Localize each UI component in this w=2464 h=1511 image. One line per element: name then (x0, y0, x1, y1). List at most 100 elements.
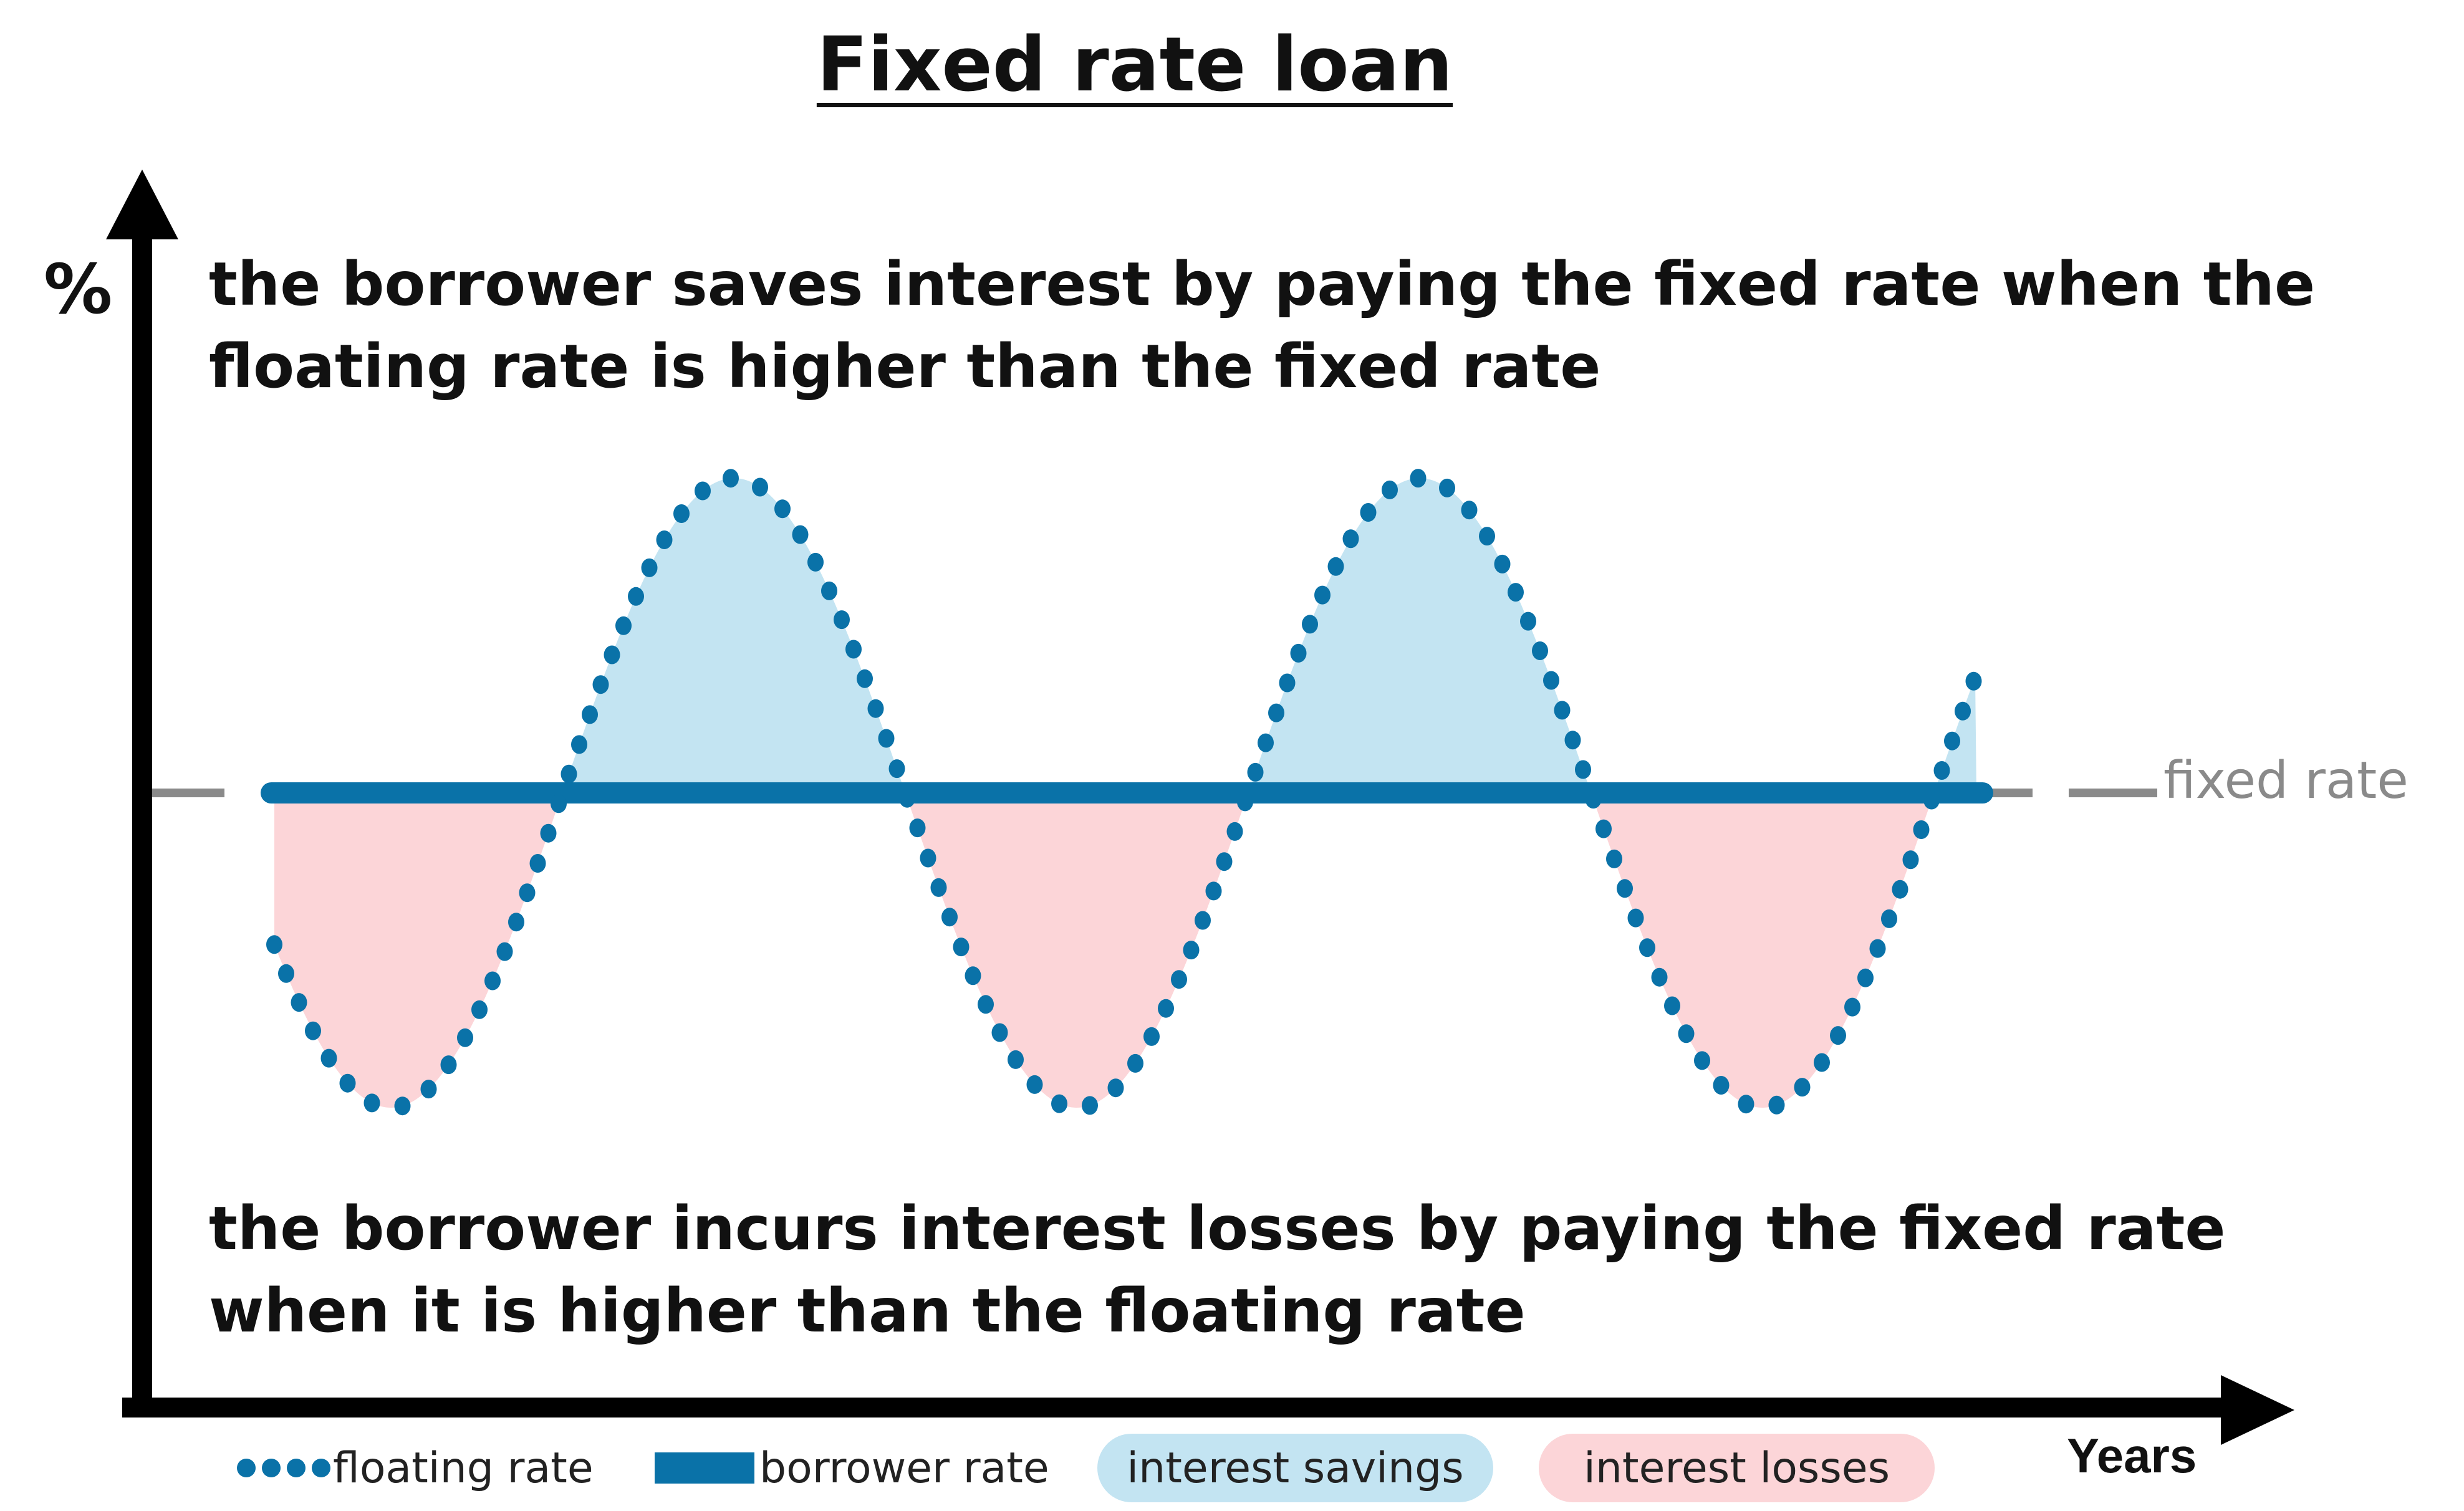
floating-rate-dot (1651, 967, 1668, 987)
floating-rate-dot (978, 995, 994, 1014)
floating-rate-dot (941, 908, 958, 927)
floating-rate-dot (420, 1080, 437, 1099)
floating-rate-dot (496, 942, 513, 961)
floating-rate-dot (363, 1093, 380, 1113)
floating-rate-dot (551, 794, 567, 813)
losses-explanation-line-1: the borrower incurs interest losses by p… (209, 1194, 2226, 1264)
floating-rate-dot (899, 789, 915, 808)
floating-rate-dot (1290, 643, 1307, 663)
floating-rate-dot (1532, 641, 1548, 660)
floating-rate-dot (1158, 999, 1174, 1018)
floating-rate-dot (1564, 731, 1581, 750)
floating-rate-dot (1844, 997, 1860, 1017)
floating-rate-dot (529, 854, 546, 873)
floating-rate-dot (1360, 503, 1377, 522)
floating-rate-dot (1051, 1094, 1067, 1113)
y-axis-label: % (44, 249, 113, 329)
floating-rate-dot (1268, 703, 1284, 722)
floating-rate-dot (991, 1023, 1008, 1042)
floating-rate-dot (1595, 819, 1612, 838)
floating-rate-dot (571, 735, 587, 754)
floating-rate-dot (339, 1073, 356, 1093)
floating-rate-dot (909, 818, 926, 838)
floating-rate-dot (752, 477, 768, 497)
floating-rate-dot (888, 759, 905, 779)
floating-rate-dot (1617, 879, 1633, 898)
legend-interest-savings: interest savings (1097, 1434, 1493, 1502)
interest-losses-area (907, 793, 1248, 1108)
floating-rate-dots (266, 469, 1982, 1116)
floating-rate-dot (278, 964, 294, 983)
floating-rate-dot (1258, 733, 1274, 752)
floating-rate-dot (1627, 908, 1644, 928)
floating-rate-dot (1713, 1076, 1730, 1095)
floating-rate-dot (1965, 671, 1982, 691)
floating-rate-dot (519, 883, 536, 903)
floating-rate-dot (1639, 938, 1655, 957)
floating-rate-dot (1410, 469, 1427, 488)
floating-rate-dot (628, 587, 644, 606)
floating-rate-dot (1302, 615, 1318, 634)
floating-rate-dot (953, 938, 970, 957)
floating-rate-dot (1923, 790, 1940, 810)
interest-losses-area (274, 793, 562, 1108)
savings-explanation: the borrower saves interest by paying th… (209, 243, 2315, 408)
floating-rate-dot (394, 1096, 411, 1116)
floating-rate-dot (1933, 761, 1950, 780)
floating-rate-dot (1664, 996, 1680, 1015)
floating-rate-dot (1439, 478, 1455, 497)
floating-rate-dot (1494, 554, 1511, 573)
floating-rate-dot (792, 525, 809, 544)
floating-rate-dot (1216, 852, 1233, 871)
floating-rate-dot (1944, 731, 1960, 751)
floating-rate-dot (1543, 671, 1559, 690)
floating-rate-dot (1382, 480, 1398, 499)
solid-bar-icon (655, 1452, 754, 1484)
floating-rate-dot (695, 481, 711, 501)
floating-rate-dot (1461, 501, 1478, 520)
legend-borrower-rate: borrower rate (655, 1434, 1049, 1502)
floating-rate-dot (1171, 970, 1187, 989)
x-axis-label: Years (2067, 1428, 2197, 1483)
floating-rate-dot (641, 558, 658, 577)
floating-rate-dot (1205, 881, 1222, 901)
floating-rate-dot (1342, 529, 1359, 549)
floating-rate-dot (320, 1048, 337, 1068)
floating-rate-dot (457, 1028, 473, 1047)
floating-rate-dot (1008, 1050, 1024, 1069)
diagram-title: Fixed rate loan (0, 22, 2269, 108)
floating-rate-dot (1913, 820, 1930, 839)
floating-rate-dot (1830, 1026, 1846, 1045)
legend-interest-losses-label: interest losses (1583, 1443, 1890, 1493)
floating-rate-dot (592, 675, 609, 694)
floating-rate-dot (484, 971, 501, 991)
floating-rate-dot (305, 1021, 321, 1040)
floating-rate-dot (1554, 701, 1571, 720)
floating-rate-dot (920, 848, 936, 868)
floating-rate-dot (1143, 1027, 1160, 1046)
legend-interest-losses: interest losses (1539, 1434, 1935, 1502)
floating-rate-dot (845, 640, 862, 659)
floating-rate-dot (1508, 583, 1524, 602)
floating-rate-dot (615, 616, 632, 635)
axes (106, 170, 2294, 1445)
floating-rate-dot (1892, 880, 1908, 899)
interest-savings-area (1248, 478, 1591, 793)
floating-rate-dot (440, 1055, 457, 1075)
floating-rate-dot (1195, 911, 1211, 930)
floating-rate-dot (1678, 1024, 1695, 1043)
interest-savings-area (562, 478, 907, 797)
floating-rate-dot (582, 705, 598, 724)
floating-rate-dot (1247, 762, 1264, 782)
losses-explanation-line-2: when it is higher than the floating rate (209, 1276, 1526, 1346)
floating-rate-dot (1869, 939, 1886, 958)
floating-rate-dot (834, 610, 850, 630)
floating-rate-dot (1082, 1096, 1098, 1115)
legend-floating-rate-label: floating rate (333, 1443, 594, 1493)
floating-rate-dot (1857, 968, 1874, 987)
floating-rate-dot (774, 499, 791, 519)
floating-rate-dot (471, 1000, 488, 1019)
floating-rate-dot (1768, 1095, 1785, 1115)
floating-rate-dot (1279, 673, 1296, 693)
floating-rate-dot (508, 913, 524, 932)
